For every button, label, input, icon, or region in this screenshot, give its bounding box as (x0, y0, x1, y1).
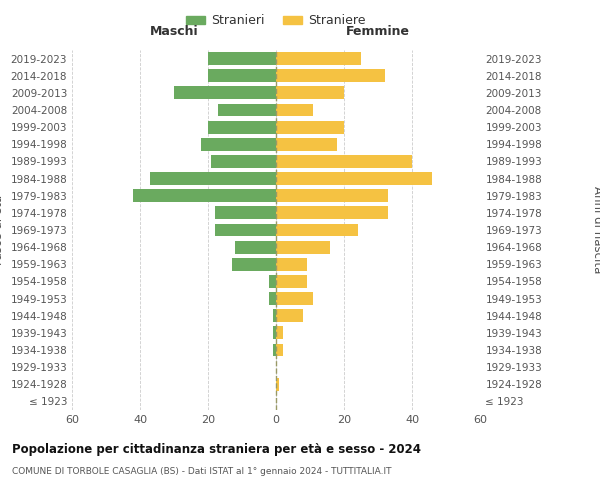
Text: Anni di nascita: Anni di nascita (590, 186, 600, 274)
Bar (276, 104, 313, 117)
Bar (276, 378, 280, 390)
Bar (276, 206, 388, 220)
Bar (276, 120, 344, 134)
Bar (150, 172, 276, 185)
Bar (272, 344, 276, 356)
Bar (276, 52, 361, 65)
Bar (276, 224, 358, 236)
Bar (215, 206, 276, 220)
Bar (276, 326, 283, 340)
Bar (276, 240, 331, 254)
Bar (211, 155, 276, 168)
Bar (269, 275, 276, 288)
Bar (269, 292, 276, 305)
Bar (276, 155, 412, 168)
Bar (276, 86, 344, 100)
Bar (276, 138, 337, 150)
Bar (133, 190, 276, 202)
Bar (276, 190, 388, 202)
Text: Maschi: Maschi (149, 24, 199, 38)
Bar (276, 70, 385, 82)
Bar (276, 292, 313, 305)
Bar (276, 344, 283, 356)
Bar (208, 120, 276, 134)
Text: Popolazione per cittadinanza straniera per età e sesso - 2024: Popolazione per cittadinanza straniera p… (12, 442, 421, 456)
Bar (201, 138, 276, 150)
Y-axis label: Fasce di età: Fasce di età (0, 195, 5, 265)
Bar (276, 172, 433, 185)
Bar (276, 258, 307, 270)
Bar (276, 275, 307, 288)
Bar (272, 326, 276, 340)
Bar (276, 310, 303, 322)
Bar (235, 240, 276, 254)
Bar (232, 258, 276, 270)
Text: COMUNE DI TORBOLE CASAGLIA (BS) - Dati ISTAT al 1° gennaio 2024 - TUTTITALIA.IT: COMUNE DI TORBOLE CASAGLIA (BS) - Dati I… (12, 468, 392, 476)
Bar (208, 52, 276, 65)
Bar (208, 70, 276, 82)
Bar (218, 104, 276, 117)
Bar (272, 310, 276, 322)
Bar (215, 224, 276, 236)
Legend: Stranieri, Straniere: Stranieri, Straniere (181, 10, 371, 32)
Bar (174, 86, 276, 100)
Text: Femmine: Femmine (346, 24, 410, 38)
